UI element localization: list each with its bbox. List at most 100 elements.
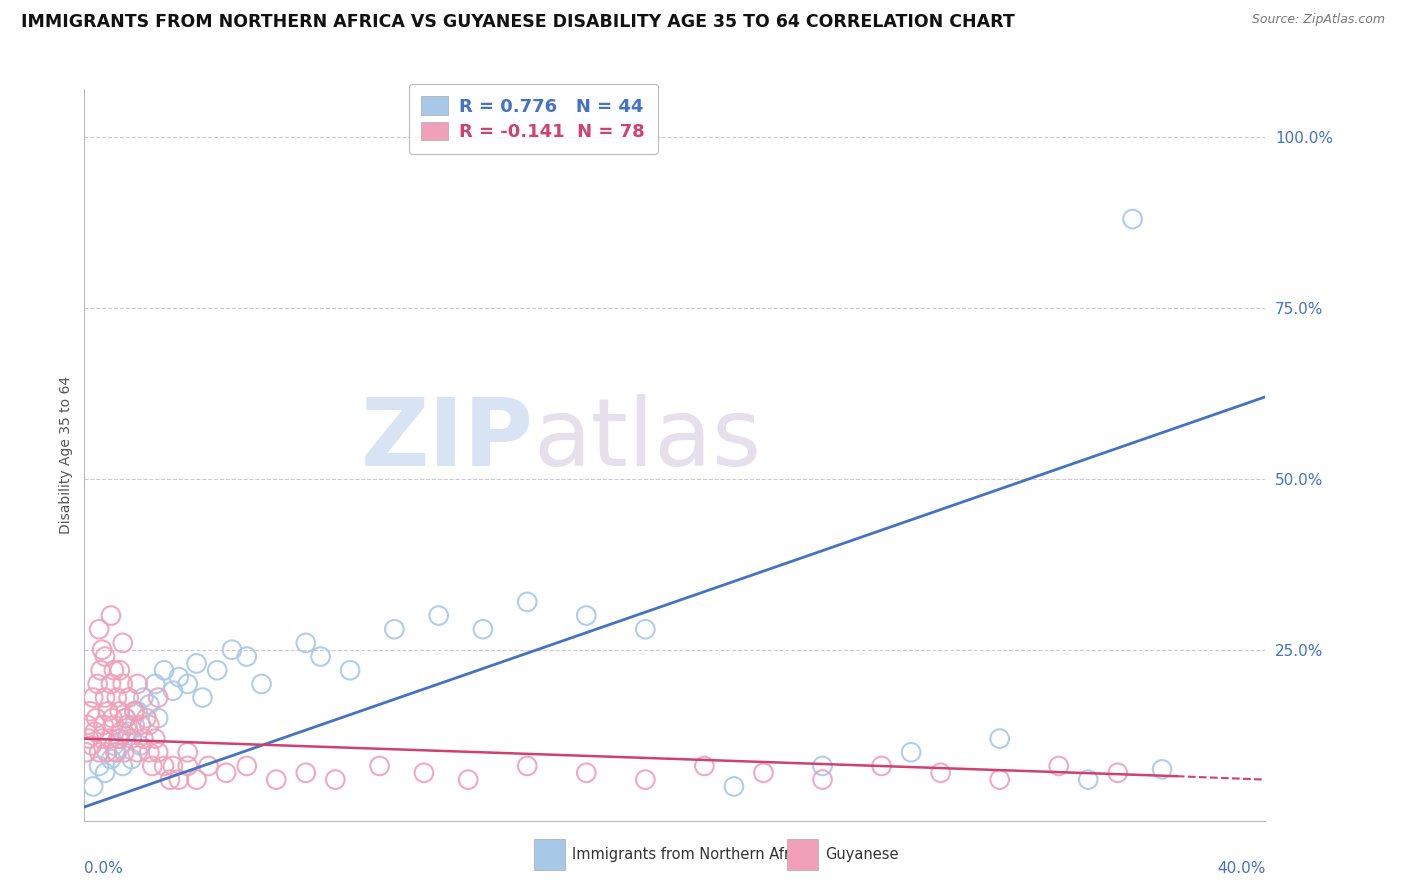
Point	[177, 677, 200, 691]
Point	[148, 690, 170, 705]
Point	[138, 698, 160, 712]
Point	[1122, 212, 1144, 227]
Text: 0.0%: 0.0%	[84, 861, 124, 876]
Point	[76, 718, 98, 732]
Point	[132, 690, 155, 705]
Point	[162, 759, 184, 773]
Point	[100, 752, 122, 766]
Point	[105, 745, 128, 759]
Point	[108, 731, 131, 746]
Point	[89, 622, 111, 636]
Point	[516, 595, 538, 609]
Point	[339, 663, 361, 677]
Point	[472, 622, 495, 636]
Point	[148, 745, 170, 759]
Text: Source: ZipAtlas.com: Source: ZipAtlas.com	[1251, 13, 1385, 27]
Point	[1152, 763, 1174, 777]
Point	[112, 745, 135, 759]
Point	[93, 718, 115, 732]
Point	[108, 704, 131, 718]
Point	[132, 731, 155, 746]
Point	[84, 711, 107, 725]
Point	[103, 718, 125, 732]
Point	[135, 711, 157, 725]
Point	[723, 780, 745, 794]
Point	[197, 759, 219, 773]
Point	[295, 765, 318, 780]
Point	[77, 731, 100, 746]
Point	[634, 622, 657, 636]
Point	[153, 663, 176, 677]
Point	[368, 759, 391, 773]
Legend: R = 0.776   N = 44, R = -0.141  N = 78: R = 0.776 N = 44, R = -0.141 N = 78	[409, 84, 658, 154]
Point	[86, 677, 108, 691]
Point	[111, 636, 134, 650]
Point	[323, 772, 347, 787]
Point	[75, 745, 97, 759]
Point	[988, 731, 1011, 746]
Point	[129, 739, 152, 753]
Point	[177, 759, 200, 773]
Point	[114, 711, 136, 725]
Point	[90, 663, 112, 677]
Point	[159, 772, 181, 787]
Point	[121, 752, 143, 766]
Point	[100, 677, 122, 691]
Point	[141, 759, 163, 773]
Point	[382, 622, 406, 636]
Point	[105, 690, 128, 705]
Point	[457, 772, 479, 787]
Point	[94, 765, 117, 780]
Point	[236, 759, 259, 773]
Point	[89, 759, 111, 773]
Point	[264, 772, 288, 787]
Point	[427, 608, 450, 623]
Point	[811, 759, 834, 773]
Point	[138, 745, 160, 759]
Point	[129, 718, 152, 732]
Point	[83, 724, 105, 739]
Point	[205, 663, 228, 677]
Point	[79, 704, 101, 718]
Point	[693, 759, 716, 773]
Point	[295, 636, 318, 650]
Point	[108, 663, 131, 677]
Point	[752, 765, 775, 780]
Point	[634, 772, 657, 787]
Point	[118, 724, 141, 739]
Point	[96, 745, 118, 759]
Point	[124, 704, 146, 718]
Point	[250, 677, 273, 691]
Text: 40.0%: 40.0%	[1218, 861, 1265, 876]
Point	[101, 711, 124, 725]
Text: Guyanese: Guyanese	[825, 847, 898, 862]
Point	[153, 759, 176, 773]
Point	[191, 690, 214, 705]
Point	[118, 690, 141, 705]
Text: atlas: atlas	[533, 394, 762, 486]
Text: ZIP: ZIP	[360, 394, 533, 486]
Point	[111, 677, 134, 691]
Point	[115, 718, 138, 732]
Point	[94, 649, 117, 664]
Point	[80, 739, 103, 753]
Point	[143, 677, 166, 691]
Point	[127, 745, 149, 759]
Point	[107, 731, 129, 746]
Point	[221, 642, 243, 657]
Point	[110, 724, 132, 739]
Text: Immigrants from Northern Africa: Immigrants from Northern Africa	[572, 847, 811, 862]
Point	[124, 704, 146, 718]
Point	[162, 683, 184, 698]
Point	[89, 745, 111, 759]
Point	[127, 704, 149, 718]
Point	[1047, 759, 1070, 773]
Point	[111, 759, 134, 773]
Point	[103, 663, 125, 677]
Point	[121, 731, 143, 746]
Point	[100, 608, 122, 623]
Point	[98, 731, 121, 746]
Point	[97, 704, 120, 718]
Point	[127, 677, 149, 691]
Point	[114, 711, 136, 725]
